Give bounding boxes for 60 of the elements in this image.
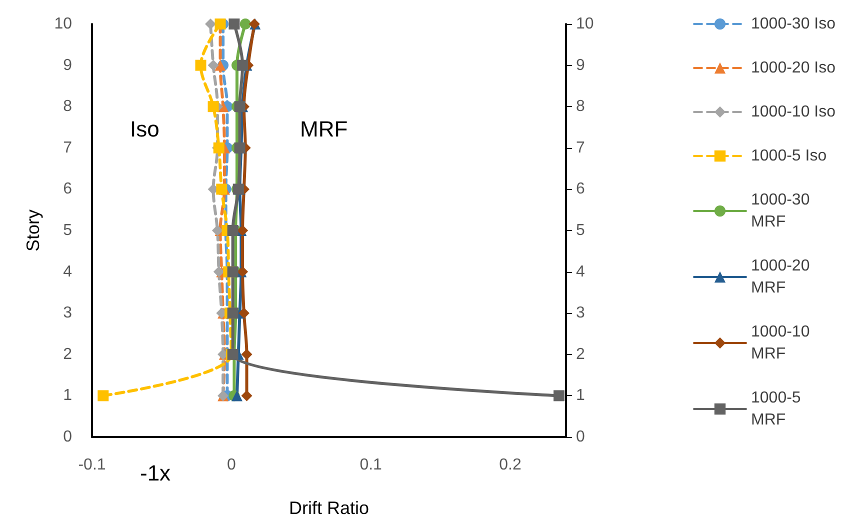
point bbox=[216, 184, 228, 195]
point bbox=[240, 18, 251, 30]
y-tick-label: 4 bbox=[63, 263, 72, 280]
point bbox=[214, 60, 226, 71]
y-tick-label: 3 bbox=[63, 304, 72, 322]
y-tick-label: 2 bbox=[63, 346, 72, 363]
point bbox=[227, 225, 238, 236]
point bbox=[212, 225, 223, 236]
legend-label: 1000-20 Iso bbox=[751, 60, 836, 76]
annotation: MRF bbox=[300, 116, 348, 142]
y2-tick-label: 0 bbox=[576, 428, 585, 446]
legend-label: 1000-5 MRF bbox=[751, 390, 806, 428]
point bbox=[241, 348, 252, 360]
legend-label: 1000-10 Iso bbox=[751, 104, 836, 120]
y-tick-label: 1 bbox=[63, 387, 72, 404]
y2-tick-label: 2 bbox=[576, 346, 585, 363]
y-axis-title: Story bbox=[23, 209, 43, 252]
point bbox=[213, 266, 224, 278]
point bbox=[234, 101, 246, 112]
point bbox=[227, 266, 238, 278]
legend-label: 1000-5 Iso bbox=[751, 148, 827, 164]
point bbox=[98, 390, 109, 402]
y-tick-label: 8 bbox=[63, 98, 72, 116]
y2-tick-label: 5 bbox=[576, 222, 585, 239]
point bbox=[228, 18, 240, 30]
point bbox=[241, 390, 252, 402]
point bbox=[237, 60, 248, 71]
y2-tick-label: 10 bbox=[576, 16, 594, 32]
y2-tick-label: 8 bbox=[576, 98, 585, 116]
point bbox=[208, 101, 219, 112]
legend-label: 1000-30 Iso bbox=[751, 16, 836, 32]
annotation: Iso bbox=[130, 116, 160, 142]
y2-tick-label: 6 bbox=[576, 180, 585, 198]
y2-tick-label: 1 bbox=[576, 387, 585, 404]
legend-label: 1000-30 MRF bbox=[751, 192, 814, 230]
x-tick-label: 0.1 bbox=[360, 456, 382, 474]
x-axis-title: Drift Ratio bbox=[288, 498, 370, 518]
y2-tick-label: 7 bbox=[576, 139, 585, 156]
y-tick-label: 6 bbox=[63, 180, 72, 198]
point bbox=[227, 308, 238, 319]
x-tick-label: 0 bbox=[226, 456, 236, 474]
point bbox=[195, 60, 206, 71]
text: -1x bbox=[140, 460, 171, 486]
y-tick-label: 10 bbox=[54, 16, 72, 32]
y2-tick-label: 9 bbox=[576, 56, 585, 74]
y2-tick-label: 3 bbox=[576, 304, 585, 322]
y-tick-label: 9 bbox=[63, 56, 72, 74]
point bbox=[231, 390, 242, 402]
point bbox=[205, 18, 216, 30]
x-tick-label: 0.2 bbox=[499, 456, 522, 474]
y-tick-label: 0 bbox=[63, 428, 72, 446]
point bbox=[208, 60, 219, 71]
y-tick-label: 7 bbox=[63, 139, 72, 156]
y2-tick-label: 4 bbox=[576, 263, 585, 280]
x-tick-label: -0.1 bbox=[78, 456, 106, 474]
y-tick-label: 5 bbox=[63, 222, 72, 239]
point bbox=[554, 390, 565, 402]
legend-label: 1000-20 MRF bbox=[751, 258, 814, 296]
legend-label: 1000-10 MRF bbox=[751, 324, 814, 362]
point bbox=[238, 308, 250, 319]
